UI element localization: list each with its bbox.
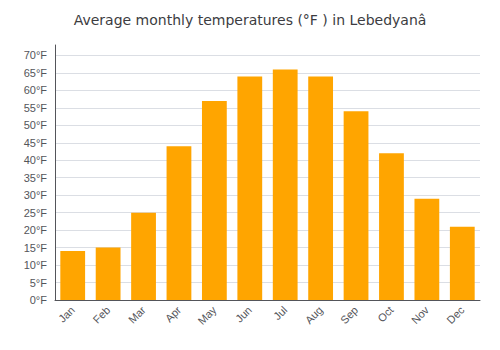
svg-text:55°F: 55°F <box>24 102 48 114</box>
svg-text:Apr: Apr <box>163 304 184 325</box>
svg-text:40°F: 40°F <box>24 154 48 166</box>
svg-text:0°F: 0°F <box>30 294 48 306</box>
svg-text:10°F: 10°F <box>24 259 48 271</box>
svg-text:Nov: Nov <box>409 303 432 326</box>
svg-text:Jan: Jan <box>56 304 77 325</box>
svg-text:45°F: 45°F <box>24 137 48 149</box>
svg-text:Feb: Feb <box>90 304 112 326</box>
svg-text:70°F: 70°F <box>24 49 48 61</box>
svg-text:15°F: 15°F <box>24 242 48 254</box>
svg-text:65°F: 65°F <box>24 67 48 79</box>
svg-text:Mar: Mar <box>126 304 148 326</box>
svg-text:Dec: Dec <box>444 303 467 326</box>
svg-text:Jun: Jun <box>233 304 254 325</box>
svg-text:Sep: Sep <box>338 304 360 326</box>
svg-text:Jul: Jul <box>271 304 289 322</box>
svg-text:50°F: 50°F <box>24 119 48 131</box>
svg-text:30°F: 30°F <box>24 189 48 201</box>
svg-text:May: May <box>195 303 219 327</box>
svg-text:20°F: 20°F <box>24 224 48 236</box>
svg-text:Oct: Oct <box>375 304 396 325</box>
svg-text:35°F: 35°F <box>24 172 48 184</box>
svg-text:25°F: 25°F <box>24 207 48 219</box>
svg-text:Aug: Aug <box>303 304 325 326</box>
svg-text:60°F: 60°F <box>24 84 48 96</box>
svg-text:Average monthly temperatures (: Average monthly temperatures (°F ) in Le… <box>74 12 427 28</box>
svg-text:5°F: 5°F <box>30 277 48 289</box>
